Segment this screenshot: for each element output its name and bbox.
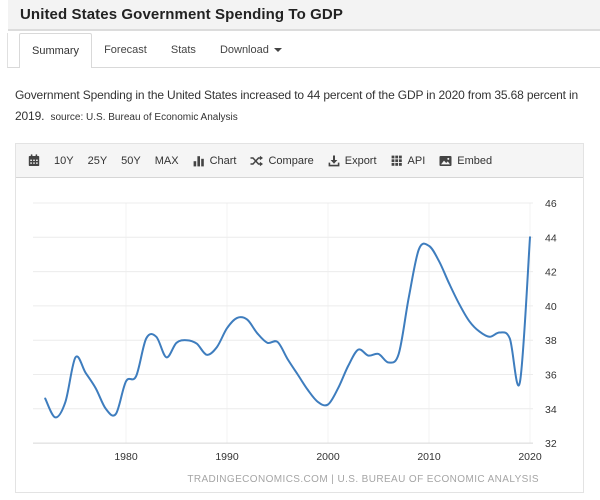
- tab-stats[interactable]: Stats: [170, 44, 196, 56]
- chart-type-button[interactable]: Chart: [193, 155, 236, 167]
- grid-icon: [391, 155, 402, 166]
- x-axis-label: 1990: [215, 451, 239, 463]
- attribution: TRADINGECONOMICS.COM | U.S. BUREAU OF EC…: [187, 474, 539, 485]
- tab-bar: Summary Forecast Stats Download: [7, 33, 600, 68]
- page-title: United States Government Spending To GDP: [20, 6, 343, 23]
- x-axis-label: 2000: [316, 451, 340, 463]
- chart-toolbar: 10Y 25Y 50Y MAX Chart: [16, 144, 583, 178]
- y-axis-label: 42: [545, 267, 557, 279]
- x-axis-label: 1980: [114, 451, 138, 463]
- y-axis-label: 44: [545, 232, 557, 244]
- y-axis-label: 36: [545, 370, 557, 382]
- y-axis-label: 38: [545, 335, 557, 347]
- caret-down-icon: [273, 48, 282, 52]
- y-axis-label: 32: [545, 438, 557, 450]
- download-icon: [328, 155, 340, 166]
- y-axis-label: 34: [545, 404, 557, 416]
- x-axis-label: 2020: [518, 451, 542, 463]
- range-50y-button[interactable]: 50Y: [121, 154, 141, 167]
- summary-description: Government Spending in the United States…: [15, 85, 597, 128]
- embed-button[interactable]: Embed: [439, 155, 492, 167]
- range-10y-button[interactable]: 10Y: [54, 154, 74, 167]
- tab-download[interactable]: Download: [208, 33, 294, 67]
- range-25y-button[interactable]: 25Y: [87, 154, 108, 167]
- y-axis-label: 46: [545, 198, 557, 210]
- calendar-icon: [28, 154, 40, 166]
- header-bar: United States Government Spending To GDP: [8, 0, 600, 31]
- chart-panel: 10Y 25Y 50Y MAX Chart: [15, 143, 584, 493]
- export-button[interactable]: Export: [328, 155, 377, 167]
- range-max-button[interactable]: MAX: [154, 154, 179, 167]
- series-line: [44, 236, 531, 419]
- x-axis-label: 2010: [417, 451, 441, 463]
- description-source: source: U.S. Bureau of Economic Analysis: [50, 112, 238, 123]
- compare-button[interactable]: Compare: [250, 155, 314, 167]
- tab-forecast[interactable]: Forecast: [104, 44, 147, 56]
- image-icon: [439, 155, 452, 166]
- shuffle-icon: [250, 155, 264, 166]
- y-axis-label: 40: [545, 301, 557, 313]
- api-button[interactable]: API: [391, 155, 425, 167]
- tab-summary[interactable]: Summary: [19, 33, 93, 68]
- description-text: Government Spending in the United States…: [15, 88, 579, 123]
- bar-chart-icon: [193, 155, 204, 166]
- calendar-button[interactable]: [28, 154, 40, 167]
